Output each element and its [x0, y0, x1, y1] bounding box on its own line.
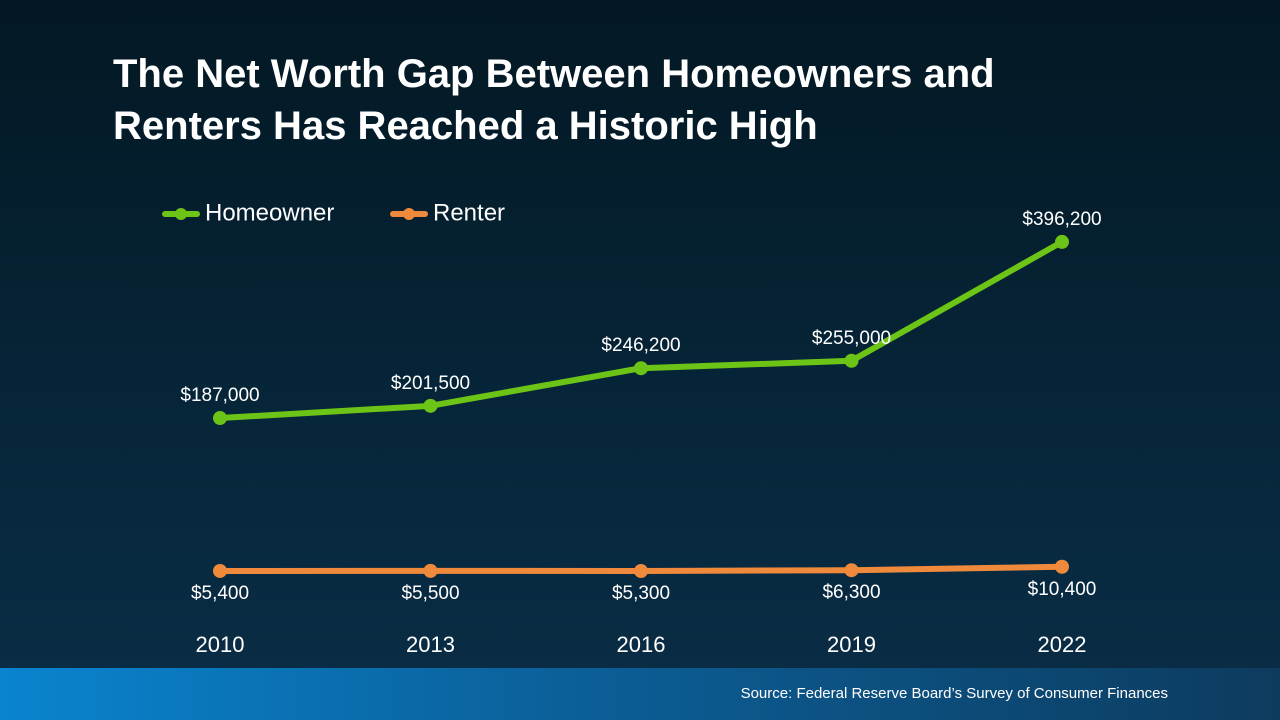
data-label: $201,500	[391, 373, 470, 394]
data-point	[423, 398, 438, 413]
data-label: $246,200	[601, 335, 680, 356]
data-point	[1055, 234, 1069, 249]
source-note: Source: Federal Reserve Board’s Survey o…	[740, 685, 1168, 702]
x-tick-label: 2013	[406, 632, 455, 657]
data-label: $5,400	[191, 583, 249, 604]
legend-marker	[175, 208, 187, 220]
data-point	[844, 353, 859, 368]
legend-marker	[403, 208, 415, 220]
data-point	[634, 564, 648, 579]
data-label: $396,200	[1022, 209, 1101, 230]
x-tick-label: 2016	[617, 632, 666, 657]
footer: Source: Federal Reserve Board’s Survey o…	[0, 668, 1280, 720]
legend-label: Homeowner	[205, 199, 334, 226]
data-label: $5,300	[612, 583, 670, 604]
data-point	[423, 563, 438, 578]
data-point	[213, 563, 227, 578]
data-point	[844, 563, 859, 578]
chart: 2010 2013 2016 2019 2022 Homeowner Renter $187,…	[162, 199, 1101, 657]
chart-title: The Net Worth Gap Between Homeowners and…	[113, 52, 995, 148]
x-tick-label: 2019	[827, 632, 876, 657]
data-label: $10,400	[1028, 579, 1097, 600]
x-tick-label: 2010	[196, 632, 245, 657]
x-tick-label: 2022	[1038, 632, 1087, 657]
data-point	[213, 411, 227, 426]
data-label: $6,300	[822, 582, 880, 603]
data-label: $255,000	[812, 328, 891, 349]
legend-label: Renter	[433, 199, 505, 226]
data-label: $5,500	[401, 583, 459, 604]
series-line	[219, 239, 1064, 422]
data-point	[1055, 559, 1069, 574]
data-point	[634, 361, 648, 376]
data-label: $187,000	[180, 385, 259, 406]
